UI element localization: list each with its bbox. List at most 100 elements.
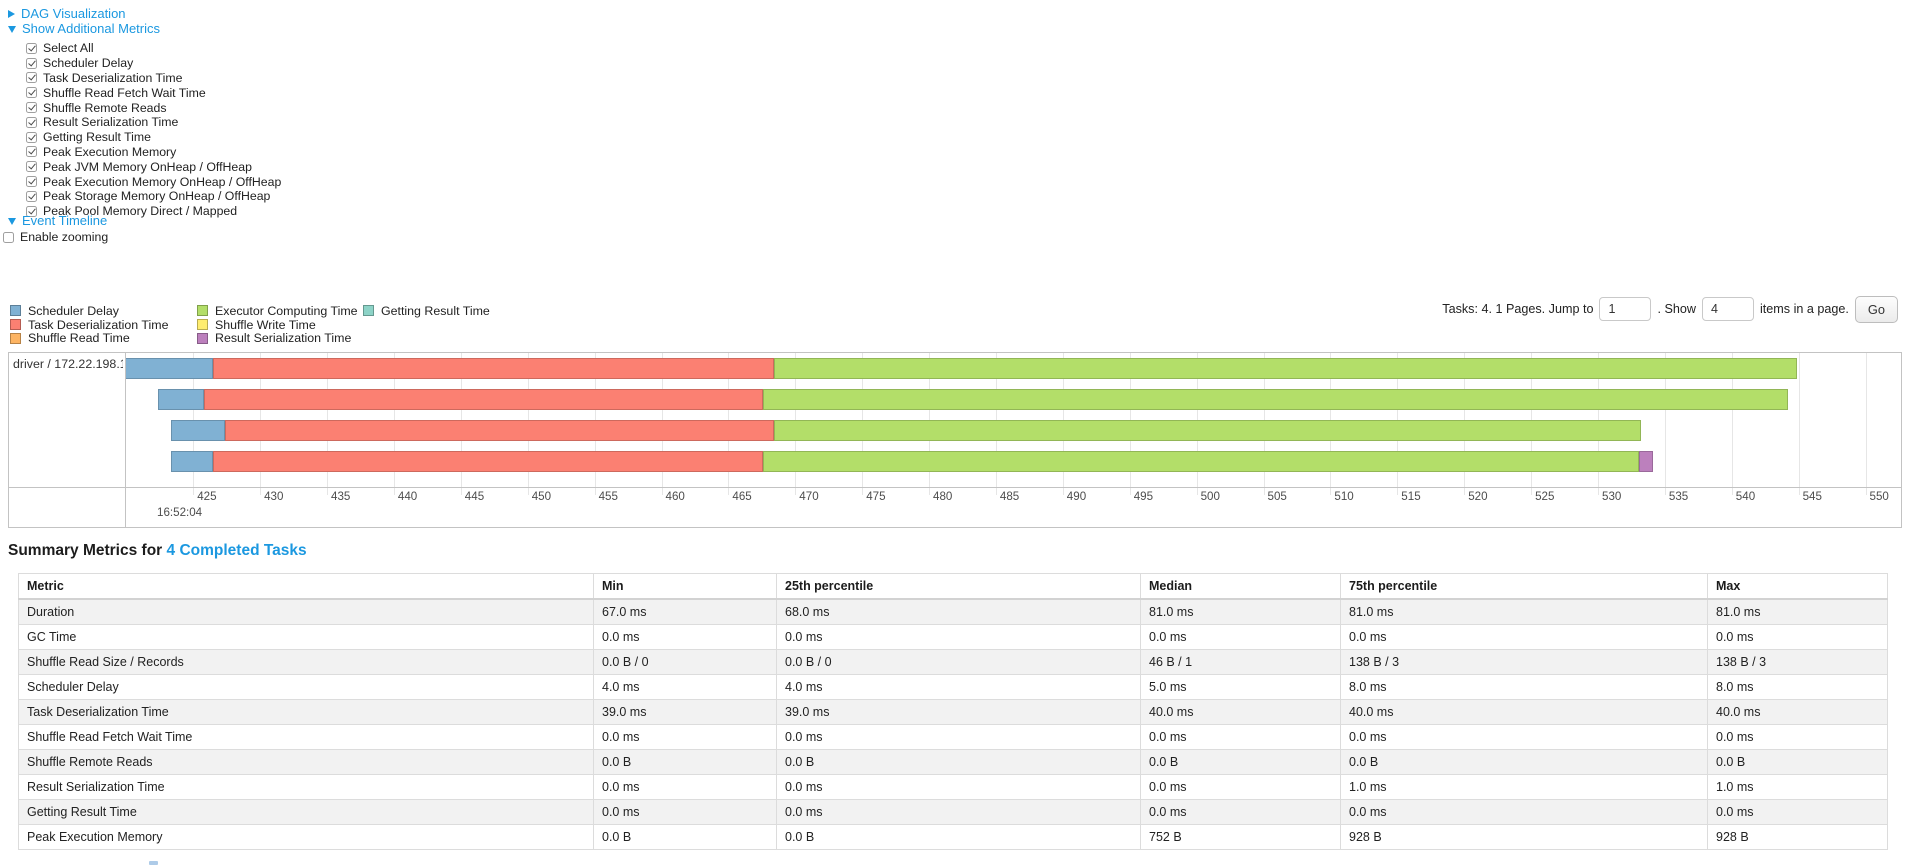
metric-value-cell: 0.0 B [593,824,777,850]
go-button[interactable]: Go [1854,295,1898,323]
task-bar-segment-task_deserialization[interactable] [203,389,764,410]
pagination-show-label: . Show [1657,302,1696,316]
dag-visualization-toggle[interactable]: DAG Visualization [8,6,126,21]
task-bar-segment-task_deserialization[interactable] [225,420,774,441]
metric-checkbox[interactable] [26,161,37,173]
expanded-arrow-icon [8,218,16,225]
task-bar-segment-result_serialization[interactable] [1639,451,1653,472]
axis-tick-label: 470 [799,490,819,503]
metric-checkbox[interactable] [26,102,37,114]
axis-tick-label: 480 [933,490,953,503]
axis-tick-label: 430 [264,490,284,503]
task-bar-segment-task_deserialization[interactable] [213,451,764,472]
legend-item: Task Deserialization Time [10,318,168,332]
completed-tasks-link[interactable]: 4 Completed Tasks [166,542,307,559]
metric-value-cell: 0.0 ms [593,624,777,650]
axis-tick-label: 520 [1468,490,1488,503]
summary-metrics-title: Summary Metrics for 4 Completed Tasks [8,542,307,560]
metric-checkbox[interactable] [26,146,37,158]
axis-tick-label: 510 [1334,490,1354,503]
metric-value-cell: 0.0 ms [1340,799,1708,825]
jump-to-page-input[interactable] [1599,297,1652,321]
summary-metrics-table: Metric Min 25th percentile Median 75th perce… [18,573,1888,850]
axis-tick-label: 490 [1066,490,1087,503]
metric-checkbox[interactable] [26,131,37,143]
legend-item-label: Executor Computing Time [215,303,358,318]
group-column-border [125,353,126,527]
metric-name-cell: Result Serialization Time [18,774,594,800]
metric-checkbox[interactable] [26,116,37,128]
axis-gridline [1865,353,1867,495]
metric-checkbox-row: Task Deserialization Time [26,71,281,86]
axis-tick-label: 505 [1267,490,1287,503]
items-per-page-input[interactable] [1702,297,1754,321]
metric-value-cell: 0.0 B / 0 [776,649,1141,675]
metric-value-cell: 0.0 B [1140,749,1341,775]
axis-tick-label: 465 [732,490,752,503]
table-row: GC Time 0.0 ms 0.0 ms 0.0 ms 0.0 ms 0.0 ms [18,624,1888,650]
metric-checkbox-row: Getting Result Time [26,130,281,145]
metric-checkbox[interactable] [26,190,37,202]
enable-zooming-checkbox[interactable] [3,231,14,243]
task-bar-segment-scheduler_delay[interactable] [158,389,204,410]
metric-value-cell: 68.0 ms [776,598,1141,625]
event-timeline-toggle[interactable]: Event Timeline [8,213,107,228]
legend-item-label: Shuffle Read Time [28,331,130,346]
metric-value-cell: 40.0 ms [1707,699,1888,725]
metric-checkbox-row: Peak Storage Memory OnHeap / OffHeap [26,189,281,204]
metric-name-cell: GC Time [18,624,594,650]
metric-value-cell: 0.0 B [593,749,777,775]
metric-value-cell: 0.0 ms [1707,724,1888,750]
axis-tick-label: 550 [1869,490,1889,503]
task-bar-segment-executor_computing[interactable] [773,358,1798,379]
task-bar-segment-task_deserialization[interactable] [213,358,774,379]
legend-item-label: Getting Result Time [381,303,490,318]
axis-tick-label: 460 [665,490,685,503]
legend-item: Shuffle Read Time [10,331,168,345]
metric-checkbox[interactable] [26,42,37,54]
task-bar-segment-executor_computing[interactable] [773,420,1641,441]
expanded-arrow-icon [8,26,16,33]
column-header-25th-percentile: 25th percentile [776,573,1141,600]
axis-major-time-label: 16:52:04 [157,506,203,519]
metric-checkbox-row: Shuffle Read Fetch Wait Time [26,85,281,100]
show-additional-metrics-toggle[interactable]: Show Additional Metrics [8,21,160,36]
metric-value-cell: 0.0 B [1707,749,1888,775]
summary-title-prefix: Summary Metrics for [8,542,163,559]
metric-checkbox[interactable] [26,87,37,99]
legend-item-label: Task Deserialization Time [28,317,169,332]
axis-separator [9,487,1901,488]
metric-value-cell: 5.0 ms [1140,674,1341,700]
metric-value-cell: 4.0 ms [776,674,1141,700]
task-bar-segment-executor_computing[interactable] [763,451,1640,472]
metric-value-cell: 40.0 ms [1140,699,1341,725]
legend-item: Scheduler Delay [10,304,168,318]
metric-checkbox-label: Scheduler Delay [43,56,134,71]
metric-value-cell: 81.0 ms [1340,598,1708,625]
metric-checkbox[interactable] [26,72,37,84]
axis-tick-label: 435 [331,490,351,503]
metric-value-cell: 81.0 ms [1707,598,1888,625]
table-row: Peak Execution Memory 0.0 B 0.0 B 752 B 928 … [18,824,1888,850]
metric-name-cell: Scheduler Delay [18,674,594,700]
metric-checkbox[interactable] [26,57,37,69]
metric-value-cell: 752 B [1140,824,1341,850]
metric-value-cell: 40.0 ms [1340,699,1708,725]
legend-item-label: Scheduler Delay [28,303,119,318]
metric-checkbox[interactable] [26,176,37,188]
metric-checkbox-row: Result Serialization Time [26,115,281,130]
axis-gridline [1664,353,1666,495]
task-bar-segment-scheduler_delay[interactable] [170,451,214,472]
metric-value-cell: 138 B / 3 [1707,649,1888,675]
task-bar-segment-scheduler_delay[interactable] [125,358,214,379]
metric-value-cell: 1.0 ms [1340,774,1708,800]
metric-name-cell: Task Deserialization Time [18,699,594,725]
metric-checkbox[interactable] [26,205,37,217]
metric-checkbox-label: Task Deserialization Time [43,70,183,85]
axis-tick-label: 485 [999,490,1020,503]
task-bar-segment-executor_computing[interactable] [763,389,1788,410]
column-header-metric: Metric [18,573,594,600]
task-bar-segment-scheduler_delay[interactable] [170,420,226,441]
legend-item-label: Shuffle Write Time [215,317,316,332]
metric-checkbox-row: Peak Pool Memory Direct / Mapped [26,204,281,219]
